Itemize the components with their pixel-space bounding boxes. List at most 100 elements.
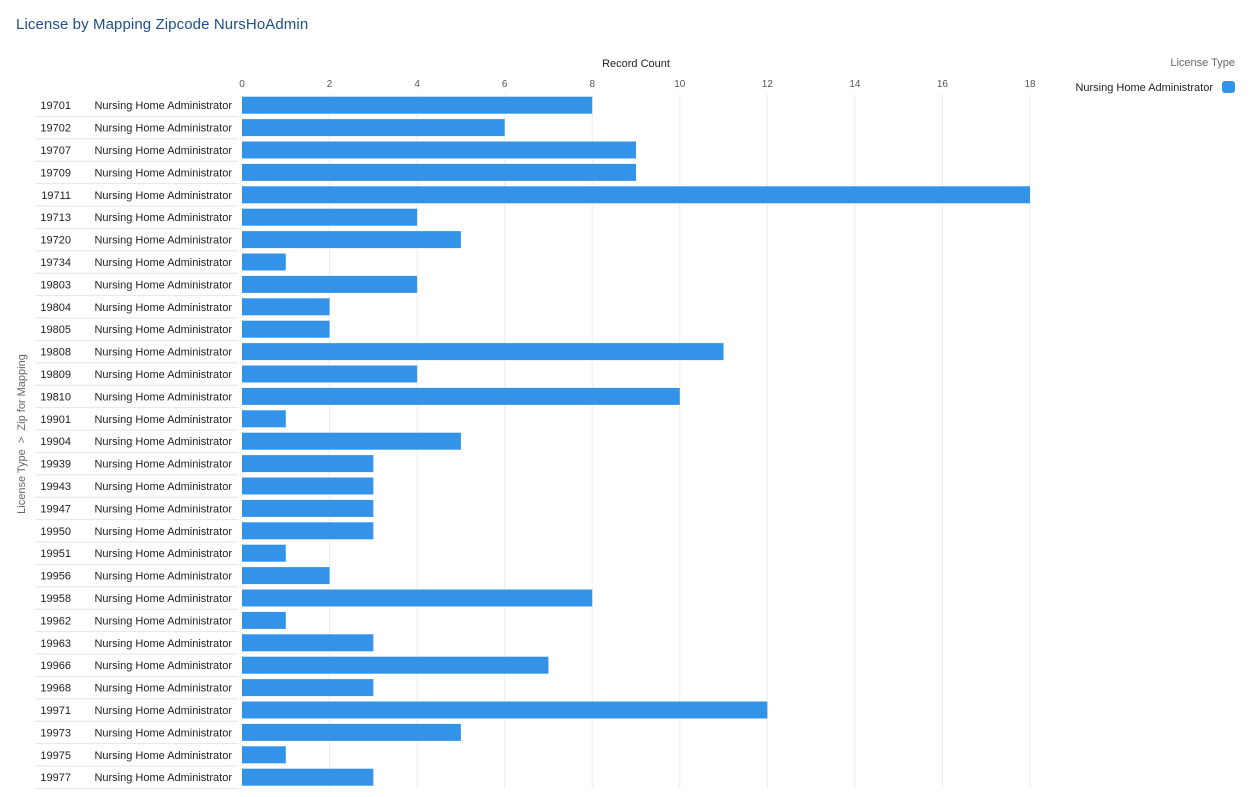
bar[interactable] (242, 365, 418, 383)
license-type-label: Nursing Home Administrator (94, 190, 232, 202)
x-tick-label: 16 (937, 79, 949, 90)
license-type-label: Nursing Home Administrator (94, 100, 232, 112)
zip-label: 19709 (40, 167, 71, 179)
x-tick-label: 18 (1024, 79, 1036, 90)
legend-swatch (1222, 81, 1235, 93)
zip-label: 19971 (40, 705, 71, 717)
zip-label: 19720 (40, 235, 71, 247)
license-type-label: Nursing Home Administrator (94, 123, 232, 135)
license-type-label: Nursing Home Administrator (94, 347, 232, 359)
bar[interactable] (242, 499, 374, 517)
bars (242, 96, 1030, 786)
zip-label: 19804 (40, 302, 71, 314)
license-type-label: Nursing Home Administrator (94, 660, 232, 672)
zip-label: 19803 (40, 279, 71, 291)
bar[interactable] (242, 208, 418, 226)
zip-label: 19711 (41, 190, 71, 202)
x-tick-label: 4 (414, 79, 420, 90)
bar[interactable] (242, 634, 374, 652)
legend: License Type Nursing Home Administrator (1075, 57, 1235, 94)
license-type-label: Nursing Home Administrator (94, 727, 232, 739)
license-type-label: Nursing Home Administrator (94, 459, 232, 471)
license-type-label: Nursing Home Administrator (94, 369, 232, 381)
bar[interactable] (242, 746, 286, 764)
bar[interactable] (242, 589, 593, 607)
license-type-label: Nursing Home Administrator (94, 167, 232, 179)
zip-label: 19956 (40, 571, 71, 583)
zip-label: 19808 (40, 347, 71, 359)
zip-label: 19975 (40, 750, 71, 762)
license-type-label: Nursing Home Administrator (94, 257, 232, 269)
bar[interactable] (242, 410, 286, 428)
bar[interactable] (242, 253, 286, 271)
bar[interactable] (242, 522, 374, 540)
bar[interactable] (242, 186, 1030, 204)
zip-label: 19951 (40, 548, 71, 560)
bar[interactable] (242, 701, 768, 719)
license-type-label: Nursing Home Administrator (94, 750, 232, 762)
x-axis-ticks: 0 2 4 6 8 10 12 14 16 18 (239, 79, 1036, 90)
zip-label: 19809 (40, 369, 71, 381)
license-type-label: Nursing Home Administrator (94, 503, 232, 515)
zip-label: 19943 (40, 481, 71, 493)
zip-label: 19805 (40, 324, 71, 336)
bar[interactable] (242, 567, 330, 585)
bar[interactable] (242, 96, 593, 114)
bar[interactable] (242, 163, 636, 181)
zip-label: 19947 (40, 503, 71, 515)
license-type-label: Nursing Home Administrator (94, 414, 232, 426)
bar[interactable] (242, 768, 374, 786)
license-type-label: Nursing Home Administrator (94, 548, 232, 560)
license-type-label: Nursing Home Administrator (94, 235, 232, 247)
license-type-label: Nursing Home Administrator (94, 436, 232, 448)
bar[interactable] (242, 723, 461, 741)
zip-label: 19701 (40, 100, 71, 112)
license-type-label: Nursing Home Administrator (94, 391, 232, 403)
zip-label: 19966 (40, 660, 71, 672)
zip-label: 19950 (40, 526, 71, 538)
bar[interactable] (242, 320, 330, 338)
zip-label: 19707 (40, 145, 71, 157)
bar[interactable] (242, 231, 461, 249)
bar[interactable] (242, 343, 724, 361)
license-type-label: Nursing Home Administrator (94, 593, 232, 605)
license-type-label: Nursing Home Administrator (94, 302, 232, 314)
bar[interactable] (242, 119, 505, 137)
bar[interactable] (242, 141, 636, 159)
license-type-label: Nursing Home Administrator (94, 212, 232, 224)
bar[interactable] (242, 679, 374, 697)
x-tick-label: 14 (849, 79, 861, 90)
license-type-label: Nursing Home Administrator (94, 481, 232, 493)
x-tick-label: 12 (762, 79, 774, 90)
x-tick-label: 0 (239, 79, 245, 90)
zip-label: 19702 (40, 123, 71, 135)
category-rows: 19701 Nursing Home Administrator 19702 Nurs… (35, 100, 238, 789)
license-type-label: Nursing Home Administrator (94, 324, 232, 336)
bar[interactable] (242, 656, 549, 674)
bar[interactable] (242, 455, 374, 473)
bar[interactable] (242, 387, 680, 405)
bar[interactable] (242, 544, 286, 562)
license-type-label: Nursing Home Administrator (94, 683, 232, 695)
y-axis-title: License Type > Zip for Mapping (16, 354, 28, 514)
x-tick-label: 8 (589, 79, 595, 90)
license-type-label: Nursing Home Administrator (94, 772, 232, 784)
bar[interactable] (242, 432, 461, 450)
bar[interactable] (242, 298, 330, 316)
license-type-label: Nursing Home Administrator (94, 279, 232, 291)
license-type-label: Nursing Home Administrator (94, 705, 232, 717)
license-type-label: Nursing Home Administrator (94, 526, 232, 538)
legend-item-label: Nursing Home Administrator (1075, 82, 1213, 94)
zip-label: 19973 (40, 727, 71, 739)
bar[interactable] (242, 611, 286, 629)
x-tick-label: 2 (327, 79, 333, 90)
license-type-label: Nursing Home Administrator (94, 638, 232, 650)
zip-label: 19962 (40, 615, 71, 627)
zip-label: 19968 (40, 683, 71, 695)
bar[interactable] (242, 275, 418, 293)
bar[interactable] (242, 477, 374, 495)
zip-label: 19963 (40, 638, 71, 650)
zip-label: 19901 (40, 414, 71, 426)
x-tick-label: 6 (502, 79, 508, 90)
